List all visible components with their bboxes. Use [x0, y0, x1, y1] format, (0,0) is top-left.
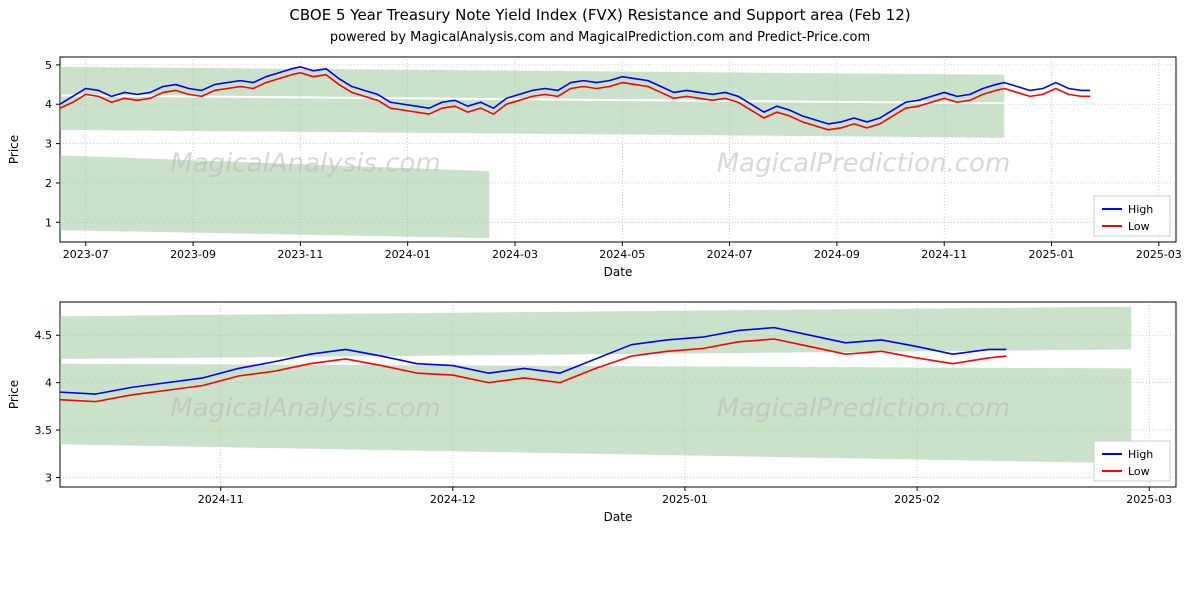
top-chart-svg: 1 2 3 4 5 2023-07 2023-09 2023-11 2024-01 2024-03…: [0, 47, 1200, 292]
svg-text:Price: Price: [7, 135, 21, 164]
svg-text:High: High: [1128, 203, 1153, 216]
svg-text:2: 2: [45, 177, 52, 190]
svg-text:5: 5: [45, 59, 52, 72]
svg-text:3.5: 3.5: [35, 424, 53, 437]
svg-text:2025-03: 2025-03: [1126, 493, 1172, 506]
svg-text:2023-07: 2023-07: [63, 248, 109, 261]
svg-text:MagicalPrediction.com: MagicalPrediction.com: [717, 149, 1011, 179]
chart-title: CBOE 5 Year Treasury Note Yield Index (F…: [0, 0, 1200, 24]
svg-text:Low: Low: [1128, 220, 1150, 233]
bottom-chart-panel: 3 3.5 4 4.5 2024-11 2024-12 2025-01 2025-02 2025…: [0, 292, 1200, 537]
svg-text:3: 3: [45, 472, 52, 485]
svg-text:2024-07: 2024-07: [707, 248, 753, 261]
svg-text:MagicalAnalysis.com: MagicalAnalysis.com: [170, 149, 440, 179]
svg-text:4: 4: [45, 98, 52, 111]
svg-text:Date: Date: [604, 265, 633, 279]
bottom-chart-svg: 3 3.5 4 4.5 2024-11 2024-12 2025-01 2025-02 2025…: [0, 292, 1200, 537]
svg-text:2024-11: 2024-11: [921, 248, 967, 261]
svg-text:2024-09: 2024-09: [814, 248, 860, 261]
svg-text:2023-11: 2023-11: [277, 248, 323, 261]
svg-text:4: 4: [45, 377, 52, 390]
svg-text:2025-01: 2025-01: [662, 493, 708, 506]
svg-text:1: 1: [45, 216, 52, 229]
svg-text:2025-02: 2025-02: [894, 493, 940, 506]
svg-text:2024-03: 2024-03: [492, 248, 538, 261]
svg-text:2024-05: 2024-05: [599, 248, 645, 261]
svg-text:2024-01: 2024-01: [385, 248, 431, 261]
svg-text:Price: Price: [7, 380, 21, 409]
chart-subtitle: powered by MagicalAnalysis.com and Magic…: [0, 24, 1200, 47]
svg-text:Low: Low: [1128, 465, 1150, 478]
svg-text:4.5: 4.5: [35, 329, 53, 342]
svg-text:2025-01: 2025-01: [1029, 248, 1075, 261]
svg-text:Date: Date: [604, 510, 633, 524]
svg-text:MagicalPrediction.com: MagicalPrediction.com: [717, 394, 1011, 424]
svg-text:2025-03: 2025-03: [1136, 248, 1182, 261]
svg-text:High: High: [1128, 448, 1153, 461]
svg-text:2024-11: 2024-11: [198, 493, 244, 506]
svg-text:2023-09: 2023-09: [170, 248, 216, 261]
svg-text:3: 3: [45, 138, 52, 151]
svg-text:MagicalAnalysis.com: MagicalAnalysis.com: [170, 394, 440, 424]
svg-text:2024-12: 2024-12: [430, 493, 476, 506]
top-chart-panel: 1 2 3 4 5 2023-07 2023-09 2023-11 2024-01 2024-03…: [0, 47, 1200, 292]
